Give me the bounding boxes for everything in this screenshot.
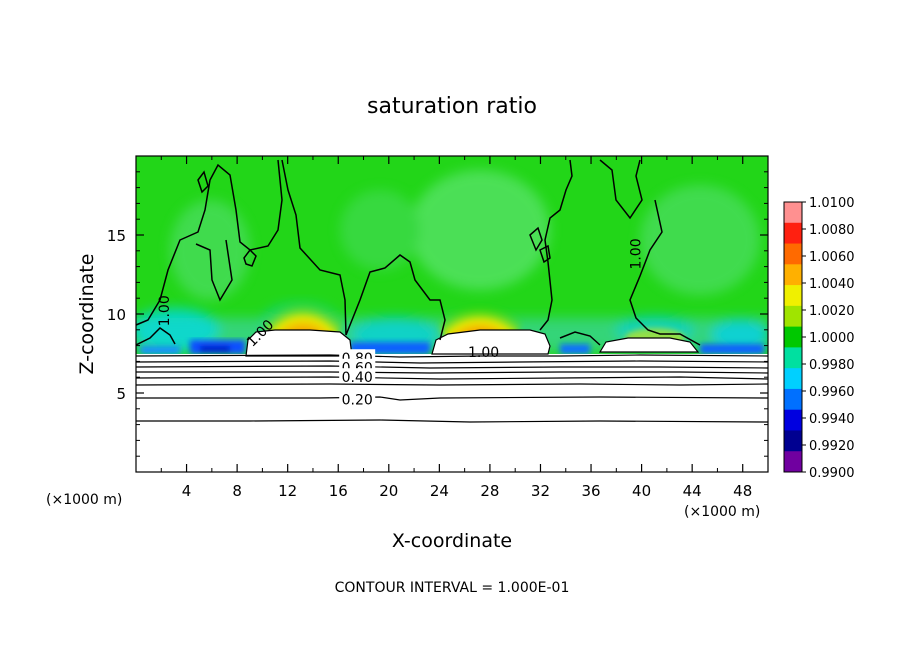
x-tick-label: 4 bbox=[182, 482, 192, 500]
z-unit-label: (×1000 m) bbox=[46, 492, 122, 508]
colorbar-swatch bbox=[784, 305, 802, 328]
contour-label-background bbox=[339, 368, 376, 384]
colorbar-swatch bbox=[784, 285, 802, 307]
colorbar-swatch bbox=[784, 451, 802, 473]
x-tick-label: 44 bbox=[683, 482, 702, 500]
colorbar-swatch bbox=[784, 222, 802, 245]
colorbar-swatch bbox=[784, 368, 802, 390]
plot-area bbox=[136, 156, 768, 472]
x-tick-label: 40 bbox=[632, 482, 651, 500]
colorbar-tick-label: 1.0060 bbox=[809, 250, 855, 265]
x-unit-label: (×1000 m) bbox=[684, 504, 760, 520]
subsaturated-region bbox=[136, 354, 768, 472]
x-tick-label: 20 bbox=[379, 482, 398, 500]
colorbar: 1.0100 1.0080 1.0060 1.0040 1.0020 1.0000 0.99… bbox=[783, 196, 855, 481]
cloud-blobs bbox=[245, 329, 700, 357]
contour-label: 0.40 bbox=[342, 370, 373, 386]
colorbar-tick-label: 0.9980 bbox=[809, 358, 855, 373]
colorbar-swatch bbox=[784, 430, 802, 452]
chart-title: saturation ratio bbox=[367, 94, 537, 119]
x-tick-label: 8 bbox=[232, 482, 242, 500]
contour-label: 1.00 bbox=[157, 295, 173, 326]
x-tick-label: 36 bbox=[581, 482, 600, 500]
colorbar-tick-label: 1.0000 bbox=[809, 331, 855, 346]
x-tick-label: 32 bbox=[531, 482, 550, 500]
y-tick-label: 15 bbox=[107, 227, 126, 245]
colorbar-swatch bbox=[784, 326, 802, 348]
colorbar-tick-label: 0.9900 bbox=[809, 466, 855, 481]
y-tick-label: 10 bbox=[107, 306, 126, 324]
colorbar-tick-label: 1.0040 bbox=[809, 277, 855, 292]
y-axis-label: Z-coordinate bbox=[76, 254, 98, 375]
colorbar-tick-label: 1.0080 bbox=[809, 223, 855, 238]
x-tick-label: 28 bbox=[480, 482, 499, 500]
contour-label: 1.00 bbox=[628, 238, 644, 269]
contour-lines-lower bbox=[136, 354, 768, 423]
contour-label: 1.00 bbox=[468, 345, 499, 361]
x-tick-label: 16 bbox=[329, 482, 348, 500]
x-axis-label: X-coordinate bbox=[392, 530, 512, 552]
y-axis: 5 10 15 bbox=[107, 171, 768, 457]
colorbar-swatch bbox=[784, 409, 802, 431]
contour-interval-note: CONTOUR INTERVAL = 1.000E-01 bbox=[335, 580, 570, 596]
dry-band bbox=[140, 340, 764, 354]
contour-labels: 1.001.001.001.000.800.600.400.20 bbox=[157, 238, 644, 408]
colorbar-swatch bbox=[784, 264, 802, 286]
colorbar-tick-label: 0.9960 bbox=[809, 385, 855, 400]
contour-label: 0.20 bbox=[342, 392, 373, 408]
colorbar-tick-label: 0.9920 bbox=[809, 439, 855, 454]
colorbar-swatch bbox=[784, 243, 802, 265]
colorbar-swatch bbox=[784, 202, 802, 224]
colorbar-tick-label: 0.9940 bbox=[809, 412, 855, 427]
colorbar-swatch bbox=[784, 388, 802, 411]
x-tick-label: 48 bbox=[733, 482, 752, 500]
colorbar-swatch bbox=[784, 347, 802, 369]
x-tick-label: 24 bbox=[430, 482, 449, 500]
x-axis: 4 8 12 16 20 24 28 32 36 40 44 48 bbox=[160, 156, 752, 500]
colorbar-tick-label: 1.0020 bbox=[809, 304, 855, 319]
x-tick-label: 12 bbox=[278, 482, 297, 500]
colorbar-tick-label: 1.0100 bbox=[809, 196, 855, 211]
y-tick-label: 5 bbox=[116, 385, 126, 403]
contour-label-background bbox=[339, 390, 376, 406]
contour-lines-upper bbox=[136, 159, 701, 346]
